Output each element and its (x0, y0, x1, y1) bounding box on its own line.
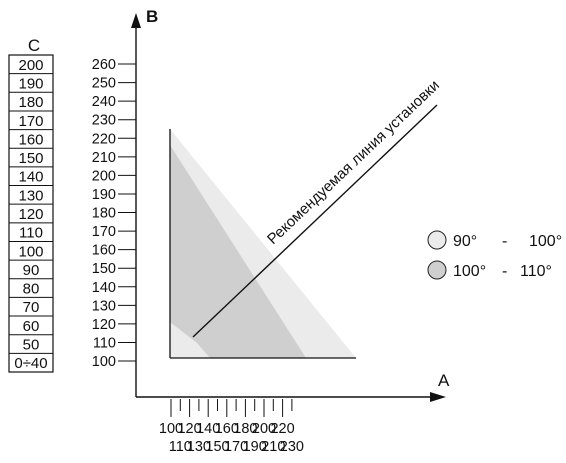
y-axis-title: B (146, 7, 158, 26)
c-scale-label: 50 (23, 337, 40, 354)
y-tick-label: 200 (92, 168, 116, 184)
c-scale-label: 170 (18, 113, 43, 130)
x-tick-label: 220 (270, 421, 294, 437)
x-tick-label: 200 (252, 421, 276, 437)
c-scale-label: 100 (18, 243, 43, 260)
c-scale-label: 140 (18, 169, 43, 186)
x-tick-label: 190 (243, 439, 267, 455)
y-axis-arrow (131, 13, 141, 28)
x-tick-label: 120 (177, 421, 201, 437)
legend-dark-from: 100° (453, 263, 486, 280)
y-tick-label: 180 (92, 206, 116, 222)
c-scale-frame (8, 54, 54, 373)
y-tick-label: 140 (92, 280, 116, 296)
legend-light-to: 100° (529, 233, 562, 250)
x-axis-title: A (438, 371, 450, 390)
x-tick-label: 210 (261, 439, 285, 455)
y-tick-label: 150 (92, 261, 116, 277)
x-tick-label: 130 (187, 439, 211, 455)
legend-item-dark: 100° - 110° (427, 260, 552, 280)
c-scale-label: 90 (23, 262, 40, 279)
y-tick-label: 210 (92, 150, 116, 166)
y-tick-label: 110 (93, 335, 116, 351)
legend-swatch-light (427, 230, 447, 250)
legend-light-dash: - (502, 233, 507, 250)
legend-swatch-dark (427, 260, 447, 280)
c-axis-title: C (28, 36, 40, 55)
x-tick-label: 160 (215, 421, 239, 437)
zone-dark-100-110 (170, 145, 306, 358)
y-tick-label: 240 (92, 94, 116, 110)
recommended-line-label: Рекомендуемая линия установки (264, 77, 443, 248)
x-tick-label: 150 (205, 439, 229, 455)
recommended-line (192, 104, 438, 338)
c-scale-label: 160 (18, 131, 43, 148)
x-tick-label: 230 (280, 439, 304, 455)
c-scale-label: 150 (18, 150, 43, 167)
c-scale-label: 110 (19, 225, 43, 242)
legend-dark-to: 110° (520, 263, 552, 280)
x-tick-label: 180 (233, 421, 257, 437)
c-scale-label: 190 (18, 75, 43, 92)
c-scale-label: 120 (18, 206, 43, 223)
y-tick-label: 160 (92, 243, 116, 259)
y-tick-label: 230 (92, 113, 116, 129)
y-tick-label: 100 (92, 354, 116, 370)
c-scale-label: 60 (23, 318, 40, 335)
c-scale-label: 200 (18, 57, 43, 74)
c-scale-label: 130 (18, 187, 43, 204)
legend: 90° - 100° 100° - 110° (427, 230, 562, 280)
legend-dark-dash: - (502, 263, 507, 280)
y-tick-label: 170 (92, 224, 116, 240)
y-tick-label: 250 (92, 76, 116, 92)
x-tick-label: 140 (196, 421, 220, 437)
c-scale-label: 180 (18, 94, 43, 111)
y-tick-label: 130 (92, 298, 116, 314)
y-ticks: 260 250 240 230 220 210 200 190 180 170 160 150 140 1… (92, 57, 136, 370)
x-tick-label: 170 (224, 439, 248, 455)
x-axis-arrow (430, 392, 446, 402)
x-tick-label: 110 (169, 439, 192, 455)
y-tick-label: 120 (92, 317, 116, 333)
c-scale-label: 80 (23, 281, 40, 298)
x-tick-label: 100 (159, 421, 183, 437)
c-scale-label: 0÷40 (14, 355, 47, 372)
y-tick-label: 220 (92, 131, 116, 147)
legend-light-from: 90° (453, 233, 477, 250)
y-tick-label: 190 (92, 187, 116, 203)
c-scale-label: 70 (23, 299, 40, 316)
y-tick-label: 260 (92, 57, 116, 73)
legend-item-light: 90° - 100° (427, 230, 562, 250)
